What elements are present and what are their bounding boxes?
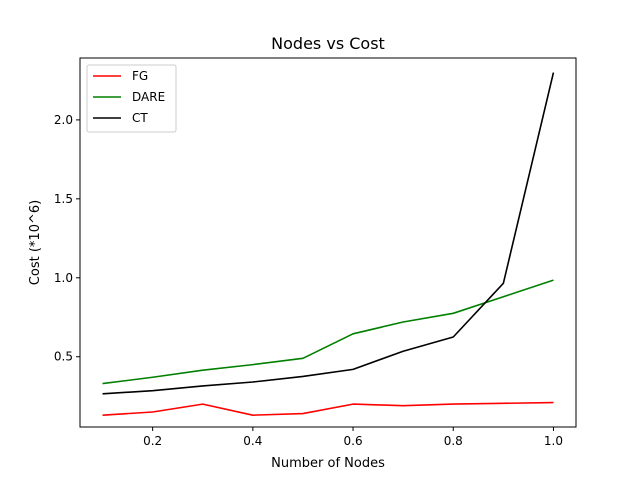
x-tick-label: 0.2	[143, 434, 162, 448]
y-tick-label: 2.0	[54, 113, 73, 127]
lines-layer	[102, 72, 555, 416]
legend: FG DARE CT	[86, 64, 177, 133]
ticks-layer: 0.2 0.4 0.6 0.8 1.0 0.5 1.0 1.5 2.0	[54, 113, 563, 448]
series-line-ct	[102, 72, 555, 395]
x-tick-label: 0.6	[344, 434, 363, 448]
legend-label-fg: FG	[132, 69, 148, 83]
x-tick-label: 0.8	[444, 434, 463, 448]
x-axis-label: Number of Nodes	[271, 456, 385, 471]
legend-label-dare: DARE	[132, 90, 165, 104]
plot-frame	[79, 57, 577, 428]
y-tick-label: 1.0	[54, 271, 73, 285]
series-line-fg	[102, 401, 554, 416]
chart-title: Nodes vs Cost	[271, 34, 385, 53]
x-tick-label: 1.0	[544, 434, 563, 448]
series-line-dare	[102, 279, 554, 385]
legend-label-ct: CT	[132, 111, 148, 125]
y-tick-label: 0.5	[54, 350, 73, 364]
x-tick-label: 0.4	[243, 434, 262, 448]
y-axis-label: Cost (*10^6)	[28, 200, 43, 285]
legend-box	[86, 64, 177, 133]
y-tick-label: 1.5	[54, 192, 73, 206]
